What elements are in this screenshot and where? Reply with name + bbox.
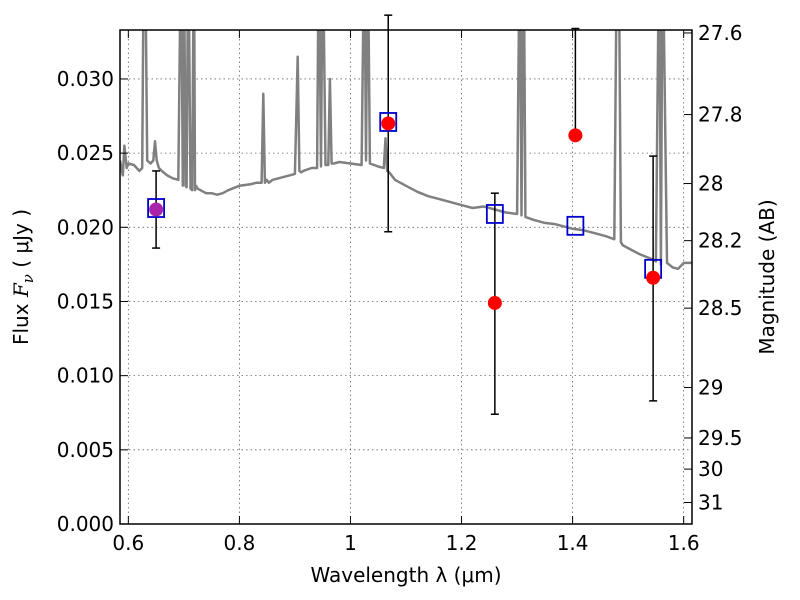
y-axis-title-prefix: Flux xyxy=(9,297,33,345)
right-tick-label: 30 xyxy=(698,457,723,481)
model-square-marker xyxy=(485,204,504,224)
right-tick-label: 31 xyxy=(698,490,723,514)
right-tick-label: 28.2 xyxy=(698,229,743,253)
right-tick-label: 29.5 xyxy=(698,426,743,450)
tick-layer: 0.6 0.8 1 1.2 1.4 1.6 0.000 0.005 0.010 0.015 0.02… xyxy=(57,21,743,555)
x-tick-label: 1.6 xyxy=(668,531,700,555)
right-tick-label: 27.8 xyxy=(698,103,743,127)
plot-frame xyxy=(119,29,693,525)
y-tick-label: 0.015 xyxy=(57,289,114,313)
model-square-marker xyxy=(566,215,585,236)
observed-point-marker xyxy=(568,128,583,143)
x-tick-label: 0.6 xyxy=(112,531,144,555)
y-tick-label: 0.000 xyxy=(57,512,114,536)
y-tick-label: 0.030 xyxy=(57,67,114,91)
y-tick-label: 0.010 xyxy=(57,364,114,388)
x-tick-label: 1.2 xyxy=(446,531,478,555)
observed-point-marker xyxy=(487,295,502,310)
y-axis-title-suffix: ( μJy ) xyxy=(9,209,33,274)
right-tick-label: 29 xyxy=(698,376,723,400)
right-tick-label: 28.5 xyxy=(698,296,743,320)
right-tick-label: 27.6 xyxy=(698,21,743,45)
plot-background xyxy=(120,30,692,524)
observed-point-marker xyxy=(149,202,164,217)
right-axis-title: Magnitude (AB) xyxy=(755,199,779,354)
marker-layer xyxy=(147,112,663,310)
y-axis-title-subscript: ν xyxy=(19,274,37,283)
spectrum-layer xyxy=(120,30,692,271)
right-tick-label: 28 xyxy=(698,172,723,196)
y-axis-title-symbol: F xyxy=(9,282,33,298)
x-tick-label: 0.8 xyxy=(223,531,255,555)
model-square-marker xyxy=(147,198,165,218)
y-tick-label: 0.005 xyxy=(57,438,114,462)
y-tick-label: 0.020 xyxy=(57,215,114,239)
x-axis-title: Wavelength λ (μm) xyxy=(310,563,501,587)
spectrum-line xyxy=(120,30,692,271)
x-tick-label: 1 xyxy=(344,531,357,555)
model-square-marker xyxy=(379,112,398,132)
observed-point-marker xyxy=(381,116,396,131)
x-tick-label: 1.4 xyxy=(557,531,589,555)
observed-point-marker xyxy=(646,270,661,285)
y-axis-title: Flux Fν ( μJy ) xyxy=(9,209,37,345)
y-tick-label: 0.025 xyxy=(57,141,114,165)
